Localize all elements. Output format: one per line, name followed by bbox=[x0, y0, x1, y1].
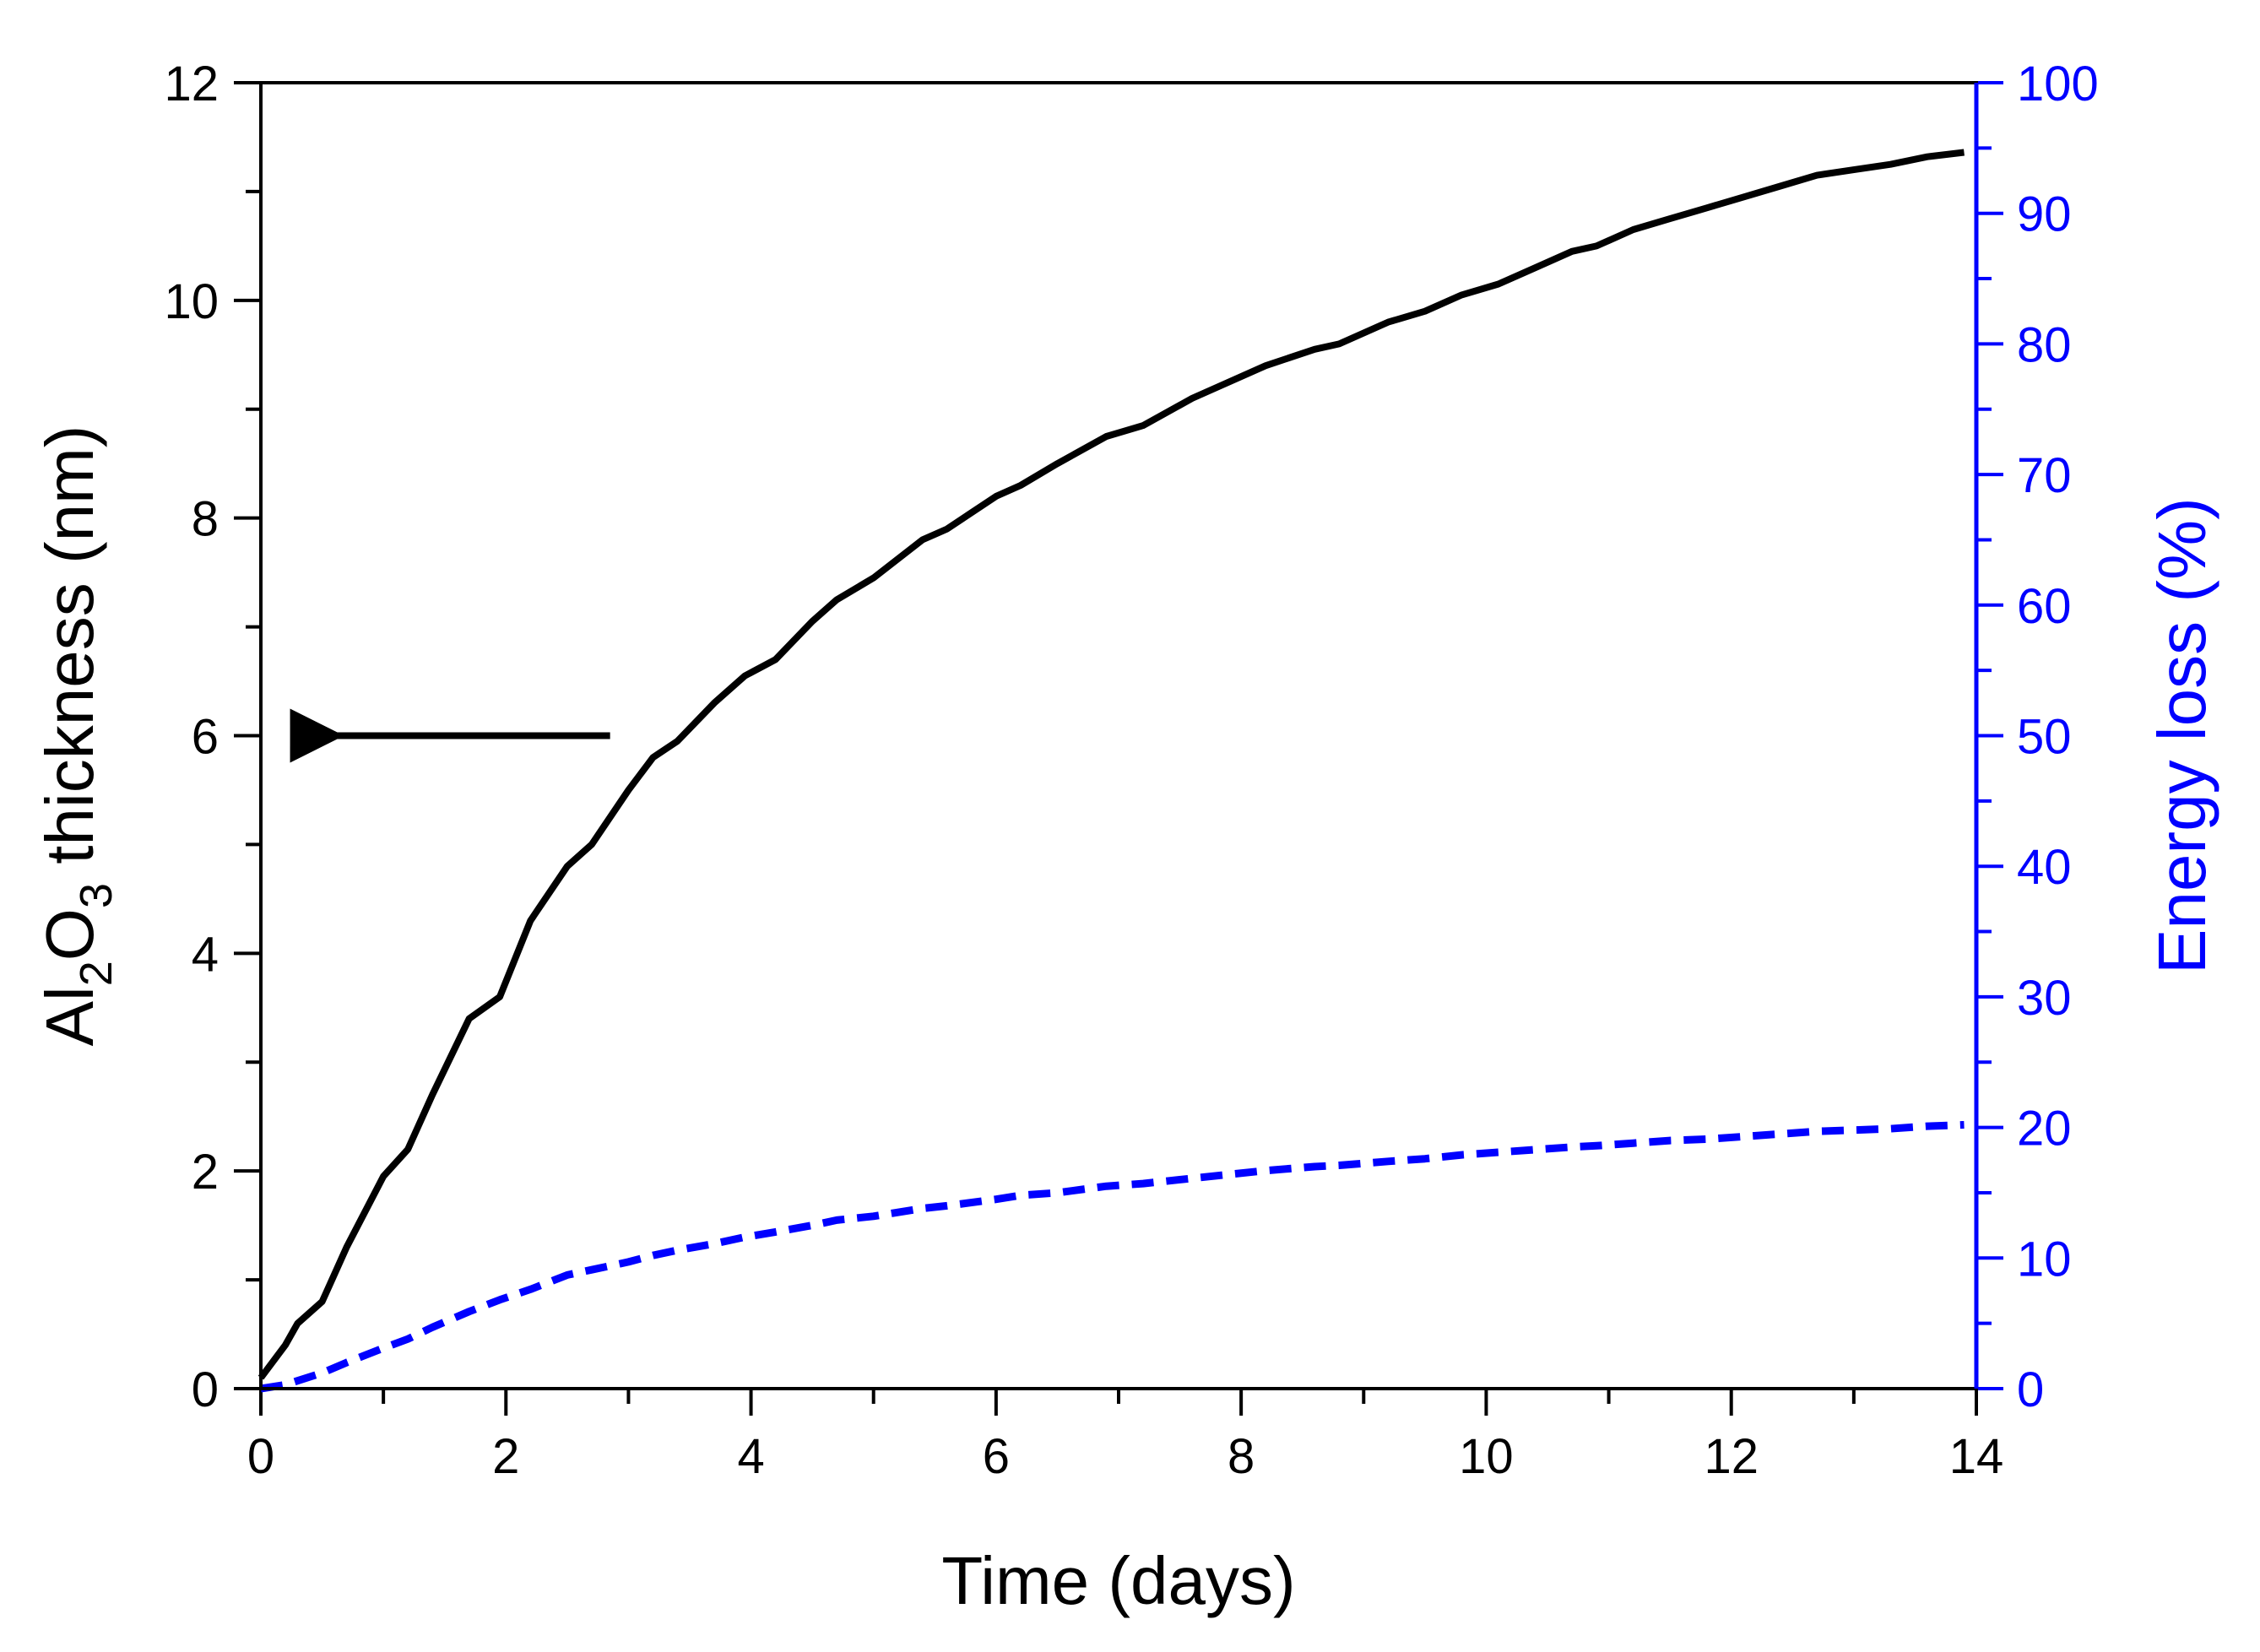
y-left-axis-title: Al2O3 thickness (nm) bbox=[32, 425, 122, 1047]
y-right-tick-label: 50 bbox=[2017, 710, 2072, 765]
y-left-tick-label: 2 bbox=[192, 1145, 219, 1200]
series-group bbox=[257, 149, 1965, 1393]
x-tick-label: 2 bbox=[492, 1429, 519, 1484]
y-right-tick-label: 40 bbox=[2017, 840, 2072, 895]
y-left-title-sub-2: 2 bbox=[71, 961, 122, 986]
x-axis-ticks: 0 2 4 6 8 10 12 14 bbox=[247, 1389, 2003, 1484]
y-right-tick-label: 70 bbox=[2017, 448, 2072, 503]
y-right-tick-label: 10 bbox=[2017, 1232, 2072, 1286]
energy-loss-line bbox=[260, 1121, 1965, 1393]
y-left-title-sub-3: 3 bbox=[71, 883, 122, 908]
x-tick-label: 10 bbox=[1459, 1429, 1514, 1484]
y-left-tick-label: 10 bbox=[164, 274, 219, 329]
y-right-axis-ticks: 0 10 20 30 40 50 60 70 80 90 100 bbox=[1976, 57, 2099, 1417]
x-tick-label: 8 bbox=[1228, 1429, 1255, 1484]
y-left-tick-label: 4 bbox=[192, 927, 219, 982]
y-left-tick-label: 12 bbox=[164, 57, 219, 111]
y-right-tick-label: 90 bbox=[2017, 187, 2072, 242]
y-left-tick-label: 0 bbox=[192, 1362, 219, 1417]
y-right-tick-label: 100 bbox=[2017, 57, 2099, 111]
y-left-tick-label: 6 bbox=[192, 710, 219, 765]
y-right-tick-label: 0 bbox=[2017, 1362, 2044, 1417]
y-right-tick-label: 60 bbox=[2017, 579, 2072, 634]
x-tick-label: 6 bbox=[983, 1429, 1010, 1484]
y-right-axis-title: Energy loss (%) bbox=[2144, 497, 2219, 974]
y-left-title-al: Al bbox=[32, 986, 107, 1046]
x-tick-label: 14 bbox=[1949, 1429, 2004, 1484]
y-right-tick-label: 20 bbox=[2017, 1102, 2072, 1156]
thickness-line bbox=[257, 149, 1965, 1380]
y-left-tick-label: 8 bbox=[192, 492, 219, 547]
x-tick-label: 0 bbox=[247, 1429, 274, 1484]
x-tick-label: 12 bbox=[1704, 1429, 1759, 1484]
y-right-tick-label: 30 bbox=[2017, 971, 2072, 1026]
y-left-axis-ticks: 0 2 4 6 8 10 12 bbox=[164, 57, 261, 1417]
x-axis-title: Time (days) bbox=[941, 1543, 1295, 1618]
x-tick-label: 4 bbox=[737, 1429, 764, 1484]
y-left-title-o: O bbox=[32, 908, 107, 961]
y-left-title-rest: thickness (nm) bbox=[32, 425, 107, 883]
y-right-tick-label: 80 bbox=[2017, 317, 2072, 372]
